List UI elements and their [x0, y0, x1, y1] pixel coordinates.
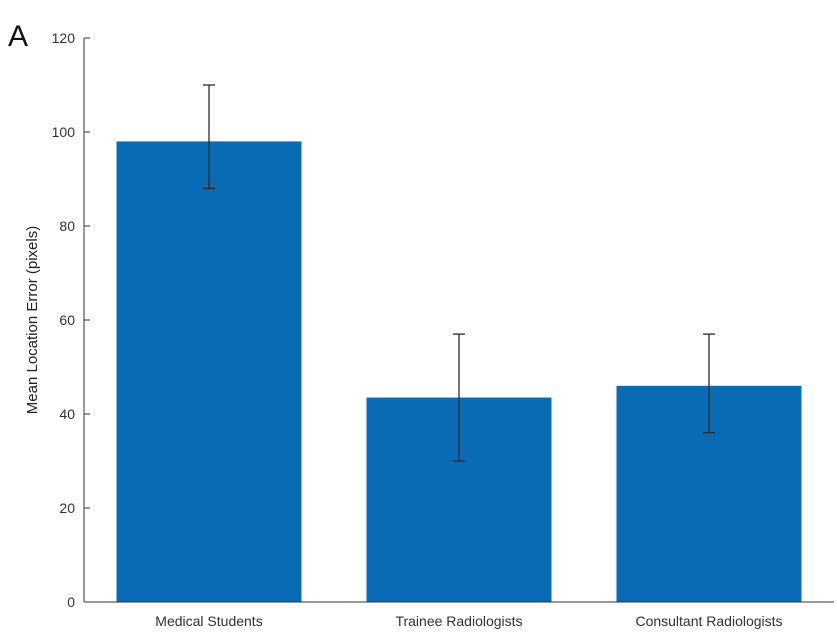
x-tick-label: Trainee Radiologists	[395, 613, 522, 629]
y-tick-label: 120	[52, 30, 76, 46]
y-tick-label: 100	[52, 124, 76, 140]
y-tick-label: 80	[59, 218, 75, 234]
y-tick-label: 20	[59, 500, 75, 516]
error-bars-group	[203, 84, 715, 462]
y-tick-label: 0	[67, 594, 75, 610]
x-tick-label: Consultant Radiologists	[635, 613, 782, 629]
panel-label: A	[8, 20, 28, 53]
y-tick-label: 40	[59, 406, 75, 422]
y-axis-label: Mean Location Error (pixels)	[24, 226, 41, 414]
axes-group: Medical Students Trainee Radiologists Cons…	[52, 30, 834, 629]
bars-group	[116, 141, 802, 602]
bar-medical-students	[116, 141, 302, 602]
y-tick-label: 60	[59, 312, 75, 328]
x-tick-label: Medical Students	[155, 613, 262, 629]
